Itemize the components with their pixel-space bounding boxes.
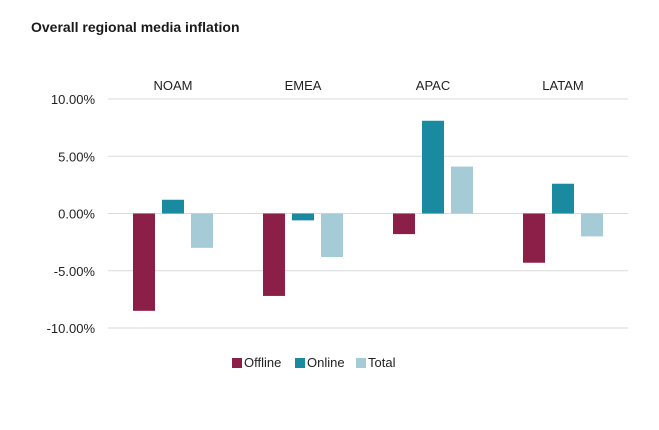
category-label: LATAM <box>542 78 583 93</box>
bar-total-apac <box>451 166 473 214</box>
bar-online-noam <box>162 199 184 214</box>
bar-offline-apac <box>393 213 415 235</box>
y-tick-label: -10.00% <box>47 321 96 336</box>
bar-total-latam <box>581 213 603 237</box>
bar-offline-emea <box>263 213 285 296</box>
y-axis-tick-labels: 10.00% 5.00% 0.00% -5.00% -10.00% <box>47 92 96 336</box>
bar-online-emea <box>292 213 314 221</box>
chart-title: Overall regional media inflation <box>31 19 240 35</box>
bar-online-latam <box>552 183 574 214</box>
bar-offline-latam <box>523 213 545 263</box>
grid-lines <box>108 98 628 329</box>
y-tick-label: 0.00% <box>58 207 95 222</box>
legend-swatch-offline <box>232 358 242 368</box>
bars <box>133 120 603 311</box>
category-label: EMEA <box>285 78 322 93</box>
category-labels: NOAM EMEA APAC LATAM <box>154 78 584 93</box>
legend-swatch-total <box>356 358 366 368</box>
bar-total-emea <box>321 213 343 258</box>
category-label: APAC <box>416 78 450 93</box>
y-tick-label: -5.00% <box>54 264 96 279</box>
y-tick-label: 5.00% <box>58 149 95 164</box>
legend-label-online: Online <box>307 355 345 370</box>
category-label: NOAM <box>154 78 193 93</box>
y-tick-label: 10.00% <box>51 92 96 107</box>
legend-label-total: Total <box>368 355 396 370</box>
bar-total-noam <box>191 213 213 248</box>
legend-label-offline: Offline <box>244 355 281 370</box>
legend: Offline Online Total <box>232 355 396 370</box>
bar-offline-noam <box>133 213 155 311</box>
bar-online-apac <box>422 120 444 214</box>
legend-swatch-online <box>295 358 305 368</box>
